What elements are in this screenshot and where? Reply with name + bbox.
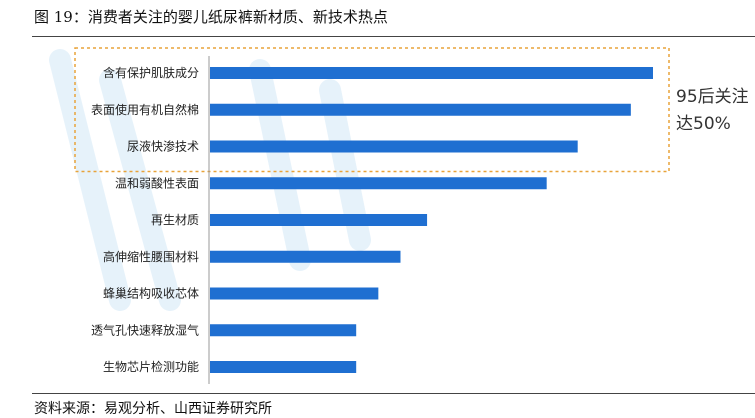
category-label-9: 生物芯片检测功能	[103, 359, 199, 374]
category-label-5: 再生材质	[151, 213, 199, 227]
highlight-box	[74, 47, 670, 173]
category-label-2: 表面使用有机自然棉	[91, 102, 199, 117]
watermark-stroke	[99, 69, 181, 311]
callout-annotation: 95后关注 达50%	[676, 84, 749, 138]
figure-title: 图 19：消费者关注的婴儿纸尿裤新材质、新技术热点	[34, 8, 388, 26]
bar-8	[210, 324, 357, 337]
watermark-stroke	[49, 49, 131, 311]
bar-7	[210, 287, 379, 300]
category-label-1: 含有保护肌肤成分	[103, 65, 199, 80]
bar-1	[210, 67, 653, 79]
category-label-3: 尿液快渗技术	[127, 139, 199, 154]
bar-2	[210, 103, 631, 116]
bars-group	[210, 67, 653, 373]
callout-line-2: 达50%	[676, 114, 731, 134]
category-label-8: 透气孔快速释放湿气	[91, 322, 199, 337]
category-label-7: 蜂巢结构吸收芯体	[103, 286, 199, 301]
watermark-stroke	[249, 59, 311, 271]
bar-4	[210, 177, 547, 190]
bar-5	[210, 214, 428, 226]
category-label-6: 高伸缩性腰围材料	[103, 249, 199, 264]
category-label-4: 温和弱酸性表面	[115, 175, 199, 190]
bottom-rule	[32, 393, 755, 394]
callout-line-1: 95后关注	[676, 87, 749, 107]
category-labels-group: 含有保护肌肤成分表面使用有机自然棉尿液快渗技术温和弱酸性表面再生材质高伸缩性腰围…	[91, 65, 199, 374]
top-rule	[32, 36, 755, 37]
source-note: 资料来源：易观分析、山西证券研究所	[34, 401, 272, 417]
bar-3	[210, 140, 578, 153]
bar-9	[210, 361, 357, 373]
bar-6	[210, 250, 401, 263]
